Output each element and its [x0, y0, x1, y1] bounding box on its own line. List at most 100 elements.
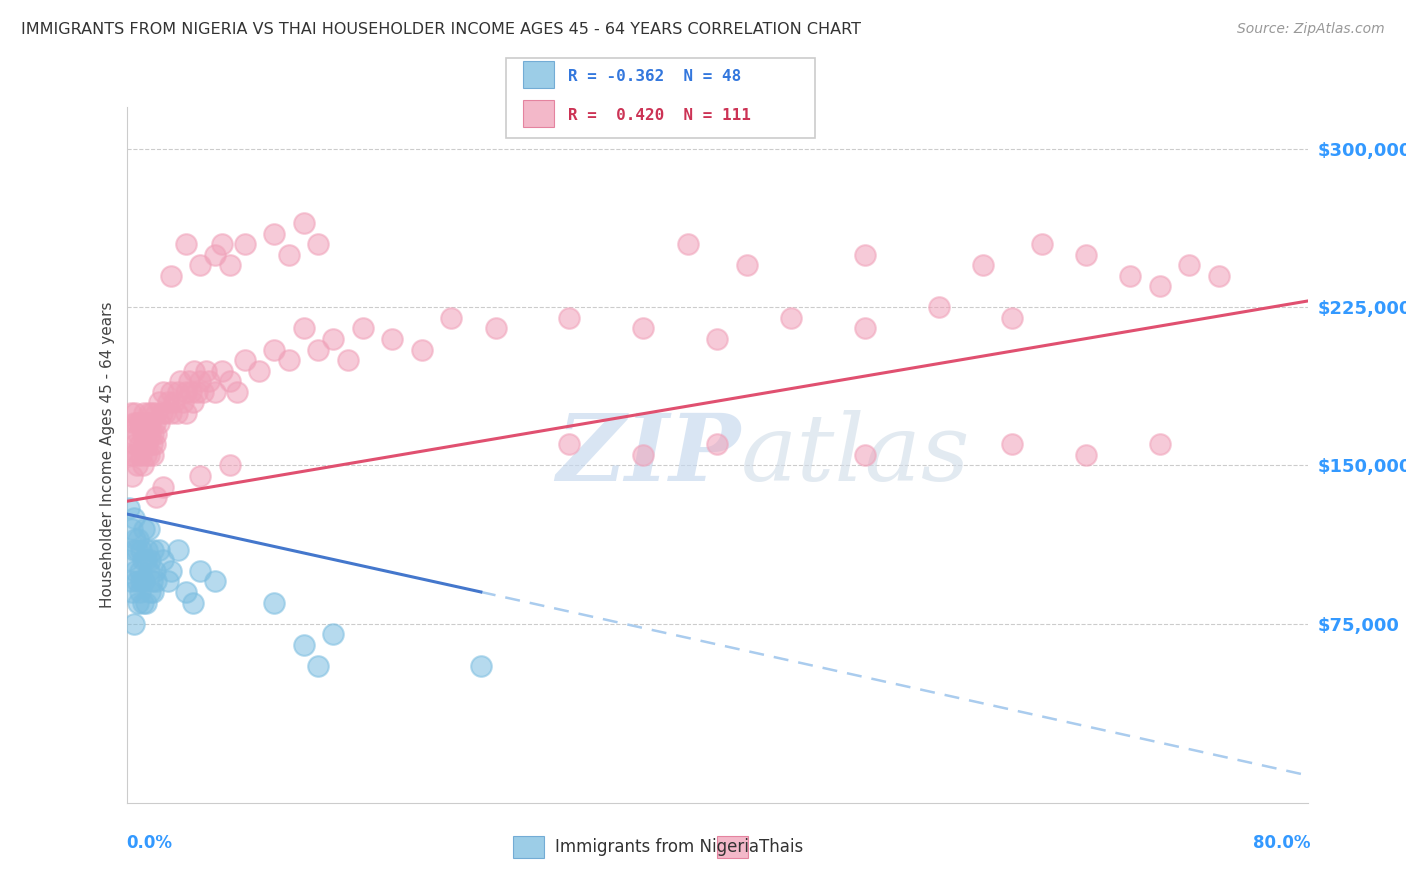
Point: [129, 448, 153, 462]
Point: [159, 406, 183, 420]
Point: [1001, 437, 1024, 451]
Point: [125, 458, 148, 473]
Point: [145, 574, 167, 589]
Point: [124, 437, 146, 451]
Point: [1119, 268, 1142, 283]
Point: [233, 237, 256, 252]
Point: [132, 426, 155, 441]
Point: [204, 574, 226, 589]
Point: [135, 448, 157, 462]
Point: [853, 321, 876, 335]
Point: [853, 448, 876, 462]
Point: [141, 574, 163, 589]
Point: [127, 595, 149, 609]
Point: [121, 469, 143, 483]
Point: [183, 363, 205, 377]
Point: [470, 658, 492, 673]
Point: [139, 426, 162, 441]
Point: [174, 585, 197, 599]
Point: [152, 384, 174, 399]
Point: [779, 310, 801, 325]
Point: [219, 374, 242, 388]
Point: [263, 343, 285, 357]
Point: [263, 595, 285, 609]
Point: [352, 321, 374, 335]
Point: [188, 374, 211, 388]
Text: Immigrants from Nigeria: Immigrants from Nigeria: [555, 838, 759, 856]
Point: [440, 310, 463, 325]
Point: [152, 553, 174, 567]
Point: [139, 417, 162, 431]
Point: [172, 395, 194, 409]
Text: ZIP: ZIP: [557, 410, 741, 500]
Point: [129, 542, 153, 557]
Point: [128, 564, 150, 578]
Point: [152, 479, 174, 493]
Point: [138, 406, 160, 420]
Y-axis label: Householder Income Ages 45 - 64 years: Householder Income Ages 45 - 64 years: [100, 301, 115, 608]
Point: [138, 564, 160, 578]
Point: [177, 374, 200, 388]
Point: [181, 595, 204, 609]
Text: Source: ZipAtlas.com: Source: ZipAtlas.com: [1237, 22, 1385, 37]
Point: [1001, 310, 1024, 325]
Point: [1149, 279, 1171, 293]
Point: [174, 237, 197, 252]
Point: [134, 437, 156, 451]
Point: [132, 595, 155, 609]
Point: [136, 542, 159, 557]
Point: [120, 406, 142, 420]
Point: [928, 301, 950, 315]
Point: [263, 227, 285, 241]
Point: [219, 458, 242, 473]
Point: [853, 247, 876, 261]
Point: [169, 374, 191, 388]
Point: [159, 268, 183, 283]
Point: [1031, 237, 1053, 252]
Point: [142, 585, 165, 599]
Point: [134, 574, 156, 589]
Point: [148, 395, 170, 409]
Point: [188, 469, 211, 483]
Text: R = -0.362  N = 48: R = -0.362 N = 48: [568, 69, 741, 84]
Point: [122, 417, 145, 431]
Text: IMMIGRANTS FROM NIGERIA VS THAI HOUSEHOLDER INCOME AGES 45 - 64 YEARS CORRELATIO: IMMIGRANTS FROM NIGERIA VS THAI HOUSEHOL…: [21, 22, 860, 37]
Point: [322, 627, 344, 641]
Point: [125, 417, 148, 431]
Point: [159, 384, 183, 399]
Point: [156, 395, 179, 409]
Point: [122, 511, 145, 525]
Point: [292, 216, 315, 230]
Point: [163, 395, 186, 409]
Point: [150, 406, 173, 420]
Point: [139, 585, 162, 599]
Point: [122, 542, 145, 557]
Point: [124, 564, 146, 578]
Point: [124, 533, 146, 547]
Point: [125, 574, 148, 589]
Point: [136, 437, 159, 451]
Point: [142, 448, 165, 462]
Point: [132, 458, 155, 473]
Point: [139, 553, 162, 567]
Point: [135, 553, 157, 567]
Point: [166, 406, 188, 420]
Point: [247, 363, 270, 377]
Point: [193, 384, 215, 399]
Point: [129, 417, 153, 431]
Point: [1208, 268, 1230, 283]
Point: [204, 384, 226, 399]
Point: [145, 490, 167, 504]
Point: [121, 585, 143, 599]
Point: [558, 437, 581, 451]
Point: [132, 553, 155, 567]
Point: [735, 258, 758, 272]
Text: R =  0.420  N = 111: R = 0.420 N = 111: [568, 108, 751, 122]
Point: [121, 522, 143, 536]
Point: [292, 321, 315, 335]
Point: [134, 406, 156, 420]
Point: [186, 384, 208, 399]
Point: [411, 343, 433, 357]
Point: [219, 258, 242, 272]
Point: [1178, 258, 1201, 272]
